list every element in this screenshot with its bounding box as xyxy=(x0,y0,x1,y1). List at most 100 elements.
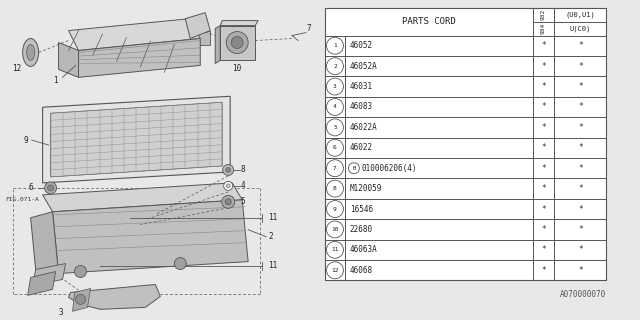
Bar xyxy=(345,219,532,240)
Text: (U0,U1): (U0,U1) xyxy=(566,12,595,18)
Text: FIG.071-A: FIG.071-A xyxy=(6,197,40,202)
Circle shape xyxy=(226,167,230,172)
Text: *: * xyxy=(578,184,583,193)
Bar xyxy=(325,56,345,76)
Text: *: * xyxy=(578,225,583,234)
Text: M120059: M120059 xyxy=(350,184,382,193)
Text: 10: 10 xyxy=(232,64,242,73)
Bar xyxy=(325,97,345,117)
Circle shape xyxy=(326,241,344,258)
Circle shape xyxy=(348,163,360,174)
Text: 6: 6 xyxy=(333,145,337,150)
Circle shape xyxy=(226,184,230,188)
Polygon shape xyxy=(68,19,200,51)
Bar xyxy=(325,36,345,56)
Bar xyxy=(554,22,606,36)
Text: *: * xyxy=(578,41,583,50)
Circle shape xyxy=(74,266,86,277)
Bar xyxy=(345,179,532,199)
Bar xyxy=(554,97,606,117)
Bar xyxy=(186,31,210,45)
Bar xyxy=(554,76,606,97)
Bar xyxy=(345,260,532,280)
Text: 3: 3 xyxy=(333,84,337,89)
Text: 4: 4 xyxy=(333,105,337,109)
Circle shape xyxy=(326,37,344,54)
Bar xyxy=(325,8,606,280)
Polygon shape xyxy=(43,183,242,212)
Bar xyxy=(345,97,532,117)
Text: 46052A: 46052A xyxy=(350,62,378,71)
Bar xyxy=(345,199,532,219)
Text: A070000070: A070000070 xyxy=(560,291,606,300)
Polygon shape xyxy=(59,43,79,77)
Circle shape xyxy=(326,58,344,75)
Text: 7: 7 xyxy=(333,166,337,171)
Circle shape xyxy=(326,78,344,95)
Text: 46022: 46022 xyxy=(350,143,373,152)
Text: 46052: 46052 xyxy=(350,41,373,50)
Circle shape xyxy=(45,182,56,194)
Bar xyxy=(532,22,554,36)
Text: *: * xyxy=(578,143,583,152)
Text: 46031: 46031 xyxy=(350,82,373,91)
Bar xyxy=(554,260,606,280)
Text: 16546: 16546 xyxy=(350,204,373,213)
Text: 2: 2 xyxy=(268,232,273,241)
Bar xyxy=(325,8,532,36)
Bar xyxy=(554,240,606,260)
Text: *: * xyxy=(541,225,546,234)
Text: 46022A: 46022A xyxy=(350,123,378,132)
Text: U(C0): U(C0) xyxy=(570,25,591,32)
Circle shape xyxy=(326,201,344,218)
Text: 9: 9 xyxy=(333,206,337,212)
Polygon shape xyxy=(220,20,258,26)
Text: *: * xyxy=(541,62,546,71)
Bar xyxy=(554,117,606,138)
Bar xyxy=(554,158,606,179)
Text: *: * xyxy=(578,204,583,213)
Polygon shape xyxy=(72,288,90,311)
Circle shape xyxy=(174,258,186,269)
Text: *: * xyxy=(541,82,546,91)
Text: 010006206(4): 010006206(4) xyxy=(362,164,417,173)
Text: 11: 11 xyxy=(268,213,277,222)
Polygon shape xyxy=(33,264,65,285)
Text: 3: 3 xyxy=(58,308,63,317)
Ellipse shape xyxy=(22,38,38,67)
Text: 46068: 46068 xyxy=(350,266,373,275)
Bar xyxy=(345,240,532,260)
Text: *: * xyxy=(541,102,546,111)
Bar xyxy=(345,56,532,76)
Polygon shape xyxy=(68,284,161,309)
Text: *: * xyxy=(578,62,583,71)
Text: 22680: 22680 xyxy=(350,225,373,234)
Text: *: * xyxy=(578,123,583,132)
Text: *: * xyxy=(541,143,546,152)
Bar xyxy=(532,158,554,179)
Polygon shape xyxy=(52,200,248,274)
Text: 934: 934 xyxy=(541,23,546,34)
Bar xyxy=(325,158,345,179)
Polygon shape xyxy=(31,212,59,279)
Text: 10: 10 xyxy=(332,227,339,232)
Circle shape xyxy=(221,195,235,208)
Bar xyxy=(325,240,345,260)
Bar xyxy=(532,138,554,158)
Circle shape xyxy=(231,36,243,49)
Text: *: * xyxy=(578,164,583,173)
Circle shape xyxy=(326,99,344,116)
Circle shape xyxy=(326,119,344,136)
Text: 5: 5 xyxy=(240,197,244,206)
Bar xyxy=(554,199,606,219)
Bar xyxy=(532,219,554,240)
Circle shape xyxy=(326,221,344,238)
Bar xyxy=(532,179,554,199)
Circle shape xyxy=(226,32,248,53)
Bar xyxy=(554,179,606,199)
Circle shape xyxy=(326,262,344,279)
Bar xyxy=(325,260,345,280)
Text: *: * xyxy=(578,245,583,254)
Text: *: * xyxy=(541,245,546,254)
Circle shape xyxy=(326,160,344,177)
